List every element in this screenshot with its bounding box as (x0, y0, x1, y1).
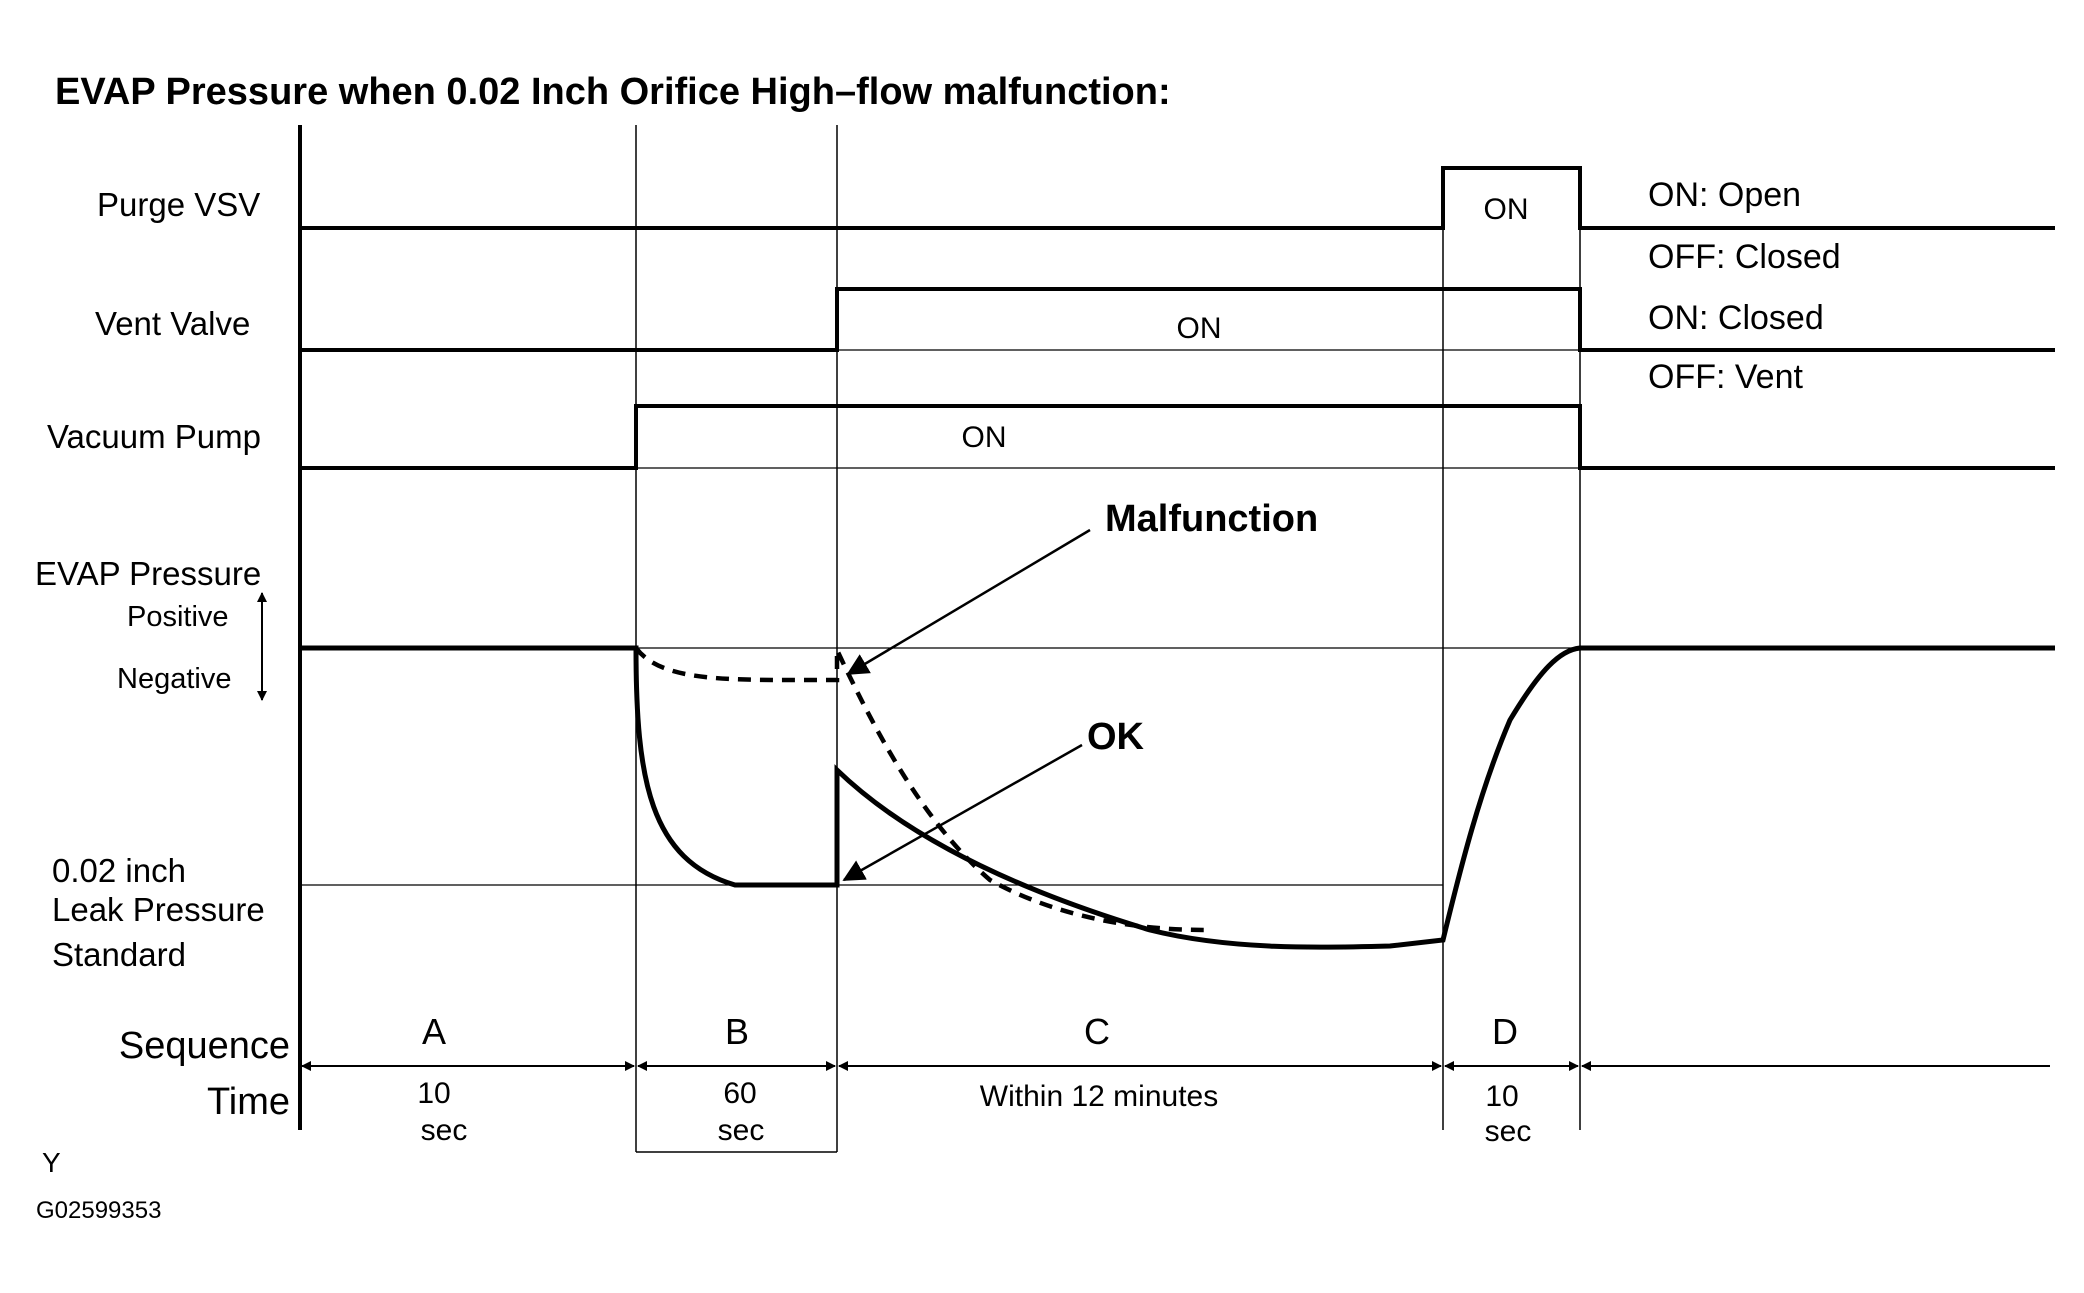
sequence-a-label: A (422, 1011, 446, 1052)
time-c-value: Within 12 minutes (980, 1080, 1218, 1113)
vent-off-state: OFF: Vent (1648, 358, 1803, 396)
vent-valve-waveform (300, 287, 2055, 352)
vacuum-pump-waveform (300, 404, 2055, 470)
vent-on-state: ON: Closed (1648, 299, 1824, 337)
footer-code: G02599353 (36, 1197, 161, 1224)
purge-on-state: ON: Open (1648, 176, 1801, 214)
time-a-unit: sec (421, 1114, 468, 1147)
sequence-label: Sequence (119, 1025, 290, 1067)
time-b-value: 60 (723, 1077, 756, 1110)
phase-dividers (635, 125, 1581, 1152)
sequence-d-label: D (1492, 1011, 1518, 1052)
time-label: Time (207, 1081, 290, 1123)
malfunction-callout-label: Malfunction (1105, 498, 1318, 540)
purge-on-label: ON (1484, 193, 1529, 226)
time-a-value: 10 (417, 1077, 450, 1110)
vacuum-pump-label: Vacuum Pump (47, 418, 261, 455)
time-d-value: 10 (1485, 1080, 1518, 1113)
time-b-unit: sec (718, 1114, 765, 1147)
malfunction-callout-arrow (846, 528, 1091, 676)
evap-pressure-malfunction-curve (634, 646, 1211, 933)
sequence-b-label: B (725, 1011, 749, 1052)
footer-mark: Y (42, 1147, 61, 1178)
purge-vsv-label: Purge VSV (97, 186, 260, 223)
leak-standard-line3: Standard (52, 936, 186, 973)
time-d-unit: sec (1485, 1115, 1532, 1148)
negative-label: Negative (117, 663, 231, 695)
ok-callout-arrow (842, 743, 1083, 882)
vent-on-label: ON (1177, 312, 1222, 345)
pump-on-label: ON (962, 421, 1007, 454)
evap-pressure-label: EVAP Pressure (35, 555, 261, 592)
diagram-title: EVAP Pressure when 0.02 Inch Orifice Hig… (55, 71, 1171, 113)
ok-callout-label: OK (1087, 716, 1145, 758)
evap-pressure-ok-curve (300, 645, 2055, 950)
leak-standard-line1: 0.02 inch (52, 852, 186, 889)
sequence-c-label: C (1084, 1011, 1110, 1052)
positive-label: Positive (127, 601, 229, 633)
vent-valve-label: Vent Valve (95, 305, 250, 342)
purge-off-state: OFF: Closed (1648, 238, 1841, 276)
purge-vsv-waveform (300, 166, 2055, 230)
leak-standard-line2: Leak Pressure (52, 891, 265, 928)
